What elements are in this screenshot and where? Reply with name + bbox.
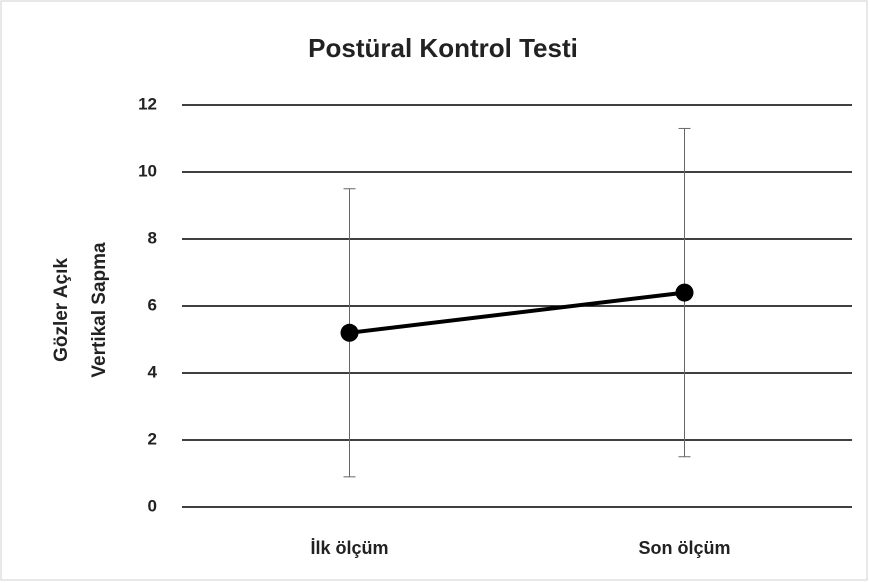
series-line bbox=[349, 290, 685, 335]
y-tick-label: 10 bbox=[138, 161, 157, 180]
data-point bbox=[675, 283, 694, 302]
y-tick-label: 12 bbox=[138, 94, 157, 113]
y-tick-label: 8 bbox=[148, 228, 157, 247]
y-axis-label-line: Vertikal Sapma bbox=[89, 242, 110, 378]
y-tick-label: 6 bbox=[148, 295, 157, 314]
chart-title: Postüral Kontrol Testi bbox=[308, 33, 578, 63]
x-tick-label: Son ölçüm bbox=[638, 538, 730, 558]
y-axis-label: Gözler Açık Vertikal Sapma bbox=[51, 242, 110, 378]
data-point bbox=[340, 323, 359, 342]
y-tick-label: 4 bbox=[148, 362, 158, 381]
y-tick-label: 2 bbox=[148, 429, 157, 448]
x-tick-label: İlk ölçüm bbox=[310, 538, 388, 558]
y-axis-label-line: Gözler Açık bbox=[51, 258, 72, 362]
y-tick-label: 0 bbox=[148, 496, 157, 515]
